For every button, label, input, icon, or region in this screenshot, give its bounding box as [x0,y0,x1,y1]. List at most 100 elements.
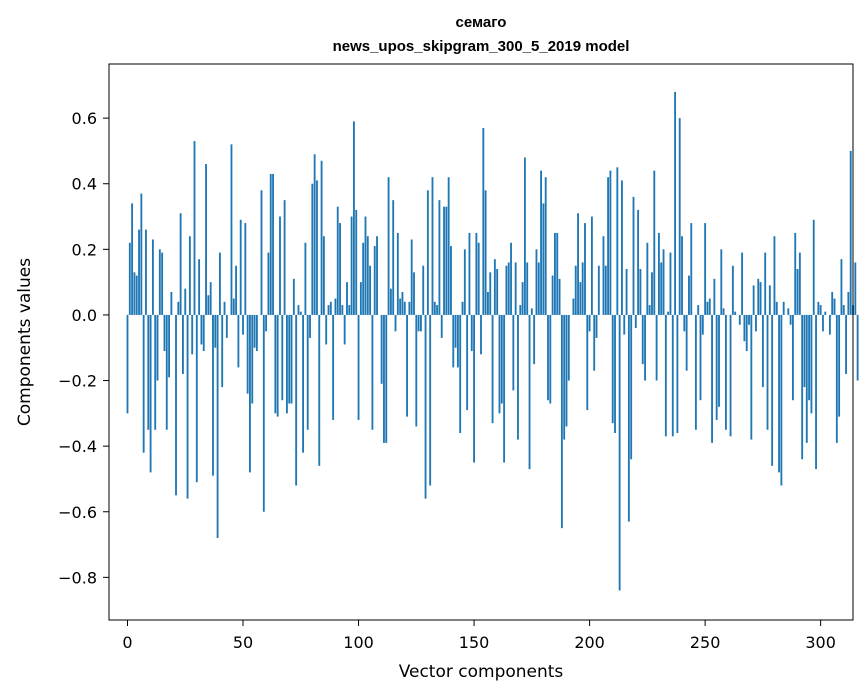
bar [295,314,298,486]
bar [147,314,150,430]
bar [773,236,776,315]
bar [683,314,686,332]
bar [288,314,291,404]
bar [348,305,351,315]
bar [262,314,265,512]
bar [376,236,378,315]
bar [239,219,242,315]
bar [704,223,707,315]
bar [771,314,774,466]
bar [230,144,233,315]
bar [403,301,406,315]
bar [484,190,487,315]
y-tick-label: −0.2 [58,372,97,391]
bar [634,314,637,329]
bar [260,190,263,315]
bar [269,173,272,315]
bar [339,223,341,315]
bar [681,236,683,315]
bar [678,118,681,315]
bar [297,305,300,315]
bar [838,314,841,417]
bar [463,249,466,315]
chart-title-line-2: news_upos_skipgram_300_5_2019 model [333,38,630,55]
bar [669,252,672,315]
bar [547,314,549,401]
bar [842,305,845,315]
bar [657,232,660,315]
bar [156,314,159,381]
bar [748,314,750,325]
x-axis: 0 50 100 150 200 250 300 [122,620,836,652]
chart-title-line-1: семаго [456,14,507,31]
bar [743,314,746,342]
bar [729,314,732,437]
bar [489,272,492,315]
bar [447,177,450,315]
bar [512,314,515,391]
bar [759,282,762,315]
bar [764,252,767,315]
bar [410,239,413,315]
bar [584,223,586,315]
bar [311,183,314,315]
bar [244,223,247,315]
bar [565,314,568,427]
bar [145,229,147,315]
bar [535,249,538,315]
bar [521,282,524,315]
bar [242,314,244,335]
bar [154,314,157,430]
bar [558,278,561,315]
bar [399,298,402,315]
bar [218,252,221,315]
bar [420,314,422,332]
y-tick-label: −0.4 [58,437,97,456]
bar [856,314,859,381]
bar [667,311,670,315]
bar [676,314,679,434]
bar [408,301,411,315]
bar [496,269,499,315]
bar [685,314,688,371]
bar [373,246,376,315]
bar [646,242,649,315]
bar [443,206,445,315]
bar [708,298,711,315]
bar [205,164,207,315]
bar [429,314,432,486]
bar [815,314,817,470]
bar [507,262,510,315]
bar [214,314,217,348]
bar [193,141,196,315]
bar [563,314,566,440]
bar [281,314,284,401]
bar [186,314,189,499]
bar [221,314,224,388]
bar [380,314,383,384]
bar [801,314,804,460]
bar [487,291,489,315]
bar [805,314,808,443]
bar [533,314,536,365]
bar [316,180,318,315]
bar [604,265,607,315]
bar [738,314,741,325]
bar [595,314,598,338]
bar [163,314,166,352]
bar [664,314,667,437]
bar [249,314,251,473]
bar [158,249,161,315]
bar [175,314,177,496]
bar [697,305,700,315]
bar [223,301,226,315]
bar [320,160,323,315]
bar [607,177,610,315]
bar [366,236,369,315]
bar [274,314,277,414]
bar [456,314,459,368]
x-tick-label: 0 [122,633,132,652]
bar [803,314,806,388]
bar [641,314,644,365]
bar [422,265,425,315]
